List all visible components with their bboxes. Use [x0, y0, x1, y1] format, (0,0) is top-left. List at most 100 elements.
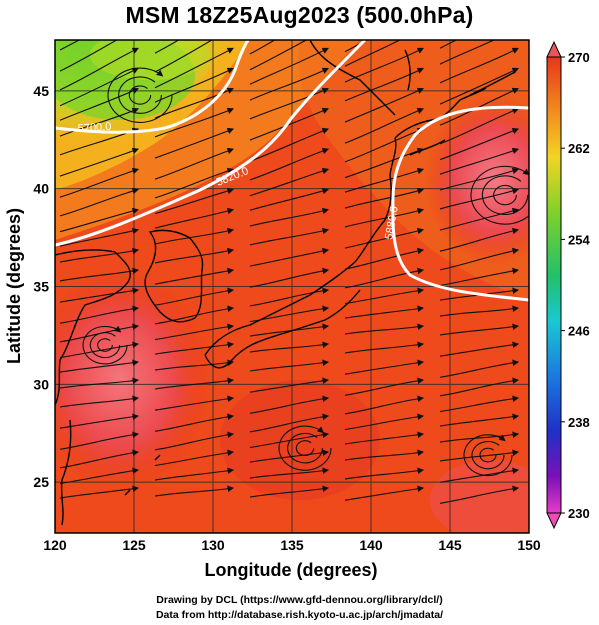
- streamline: [249, 341, 330, 353]
- streamline: [154, 147, 235, 180]
- streamline: [344, 127, 425, 163]
- streamline: [344, 267, 425, 289]
- streamline: [439, 167, 520, 191]
- colorbar-top-arrow: [546, 40, 562, 58]
- streamline: [249, 287, 330, 307]
- streamline: [249, 187, 330, 211]
- x-tick-label: 120: [43, 537, 67, 553]
- streamline: [249, 485, 330, 498]
- streamline: [59, 467, 140, 485]
- streamline: [154, 47, 234, 89]
- streamline: [439, 467, 520, 483]
- streamline: [154, 247, 235, 264]
- streamline: [154, 127, 235, 159]
- y-tick-label: 30: [33, 376, 49, 392]
- streamline: [154, 227, 235, 245]
- streamline: [439, 485, 520, 504]
- streamline: [344, 359, 425, 375]
- streamline: [344, 67, 424, 102]
- streamline: [439, 107, 520, 145]
- colorbar-tick-label: 230: [568, 506, 590, 521]
- streamline: [344, 147, 425, 179]
- streamline: [59, 187, 140, 217]
- streamline: [59, 377, 140, 389]
- x-tick-label: 125: [122, 537, 146, 553]
- colorbar-bottom-arrow: [546, 512, 562, 530]
- streamline: [439, 40, 496, 65]
- y-tick-label: 40: [33, 181, 49, 197]
- streamline: [439, 207, 520, 231]
- streamline: [439, 359, 520, 378]
- streamline: [154, 305, 235, 325]
- y-tick-labels: 25 30 35 40 45: [33, 83, 49, 490]
- streamline: [278, 425, 332, 471]
- map-frame: [54, 39, 530, 534]
- streamline: [82, 325, 128, 365]
- streamline: [59, 431, 140, 450]
- streamline: [154, 395, 235, 411]
- streamline: [59, 305, 140, 324]
- streamline: [295, 440, 315, 456]
- streamline: [154, 413, 235, 432]
- streamline: [344, 47, 424, 83]
- streamline: [439, 147, 520, 175]
- x-tick-label: 130: [201, 537, 225, 553]
- x-tick-label: 140: [359, 537, 383, 553]
- streamline: [249, 87, 330, 120]
- streamline: [154, 40, 214, 73]
- streamline: [344, 87, 425, 123]
- contour-label-5700: 5700.0: [77, 121, 111, 135]
- contour-5880: [391, 105, 529, 302]
- streamline: [89, 332, 121, 359]
- streamline: [249, 167, 330, 197]
- credit-line-1: Drawing by DCL (https://www.gfd-dennou.o…: [156, 594, 443, 606]
- streamline: [249, 431, 330, 449]
- streamline: [439, 323, 520, 336]
- credit-line-2: Data from http://database.rish.kyoto-u.a…: [155, 609, 444, 621]
- colorbar-tick-label: 238: [568, 415, 590, 430]
- streamline: [439, 341, 520, 357]
- streamline: [344, 305, 425, 319]
- streamline: [344, 323, 425, 335]
- streamline: [249, 323, 330, 337]
- streamline: [154, 287, 235, 306]
- streamline: [344, 287, 425, 305]
- y-tick-label: 35: [33, 279, 49, 295]
- streamline: [481, 175, 529, 215]
- y-axis-label: Latitude (degrees): [4, 208, 24, 364]
- streamline: [439, 431, 520, 443]
- streamline: [249, 413, 330, 433]
- streamline: [154, 449, 235, 467]
- streamline: [439, 127, 520, 161]
- streamline: [439, 395, 520, 413]
- streamline: [154, 207, 235, 229]
- streamline: [154, 267, 235, 285]
- streamline: [59, 287, 140, 303]
- contour-label-5880: 5880.0: [383, 205, 401, 240]
- streamline: [439, 67, 519, 105]
- streamline: [154, 485, 235, 497]
- colorbar-tick-label: 254: [568, 232, 590, 247]
- streamline: [439, 267, 520, 287]
- streamline: [154, 341, 235, 355]
- streamline: [344, 431, 425, 445]
- streamline: [249, 67, 329, 101]
- streamline: [59, 227, 140, 247]
- streamline: [249, 395, 330, 414]
- coastlines: [55, 40, 516, 526]
- streamline: [463, 434, 513, 477]
- figure-title: MSM 18Z25Aug2023 (500.0hPa): [125, 2, 474, 28]
- streamline: [249, 127, 330, 162]
- streamline: [154, 377, 235, 390]
- streamline: [439, 40, 458, 49]
- streamline: [344, 467, 425, 480]
- streamline: [249, 449, 330, 463]
- colorbar-tick-label: 270: [568, 50, 590, 65]
- streamline: [154, 431, 235, 451]
- streamline: [344, 413, 425, 431]
- streamline: [59, 247, 140, 263]
- streamline: [344, 341, 425, 354]
- streamline: [249, 359, 330, 372]
- streamline: [439, 247, 520, 271]
